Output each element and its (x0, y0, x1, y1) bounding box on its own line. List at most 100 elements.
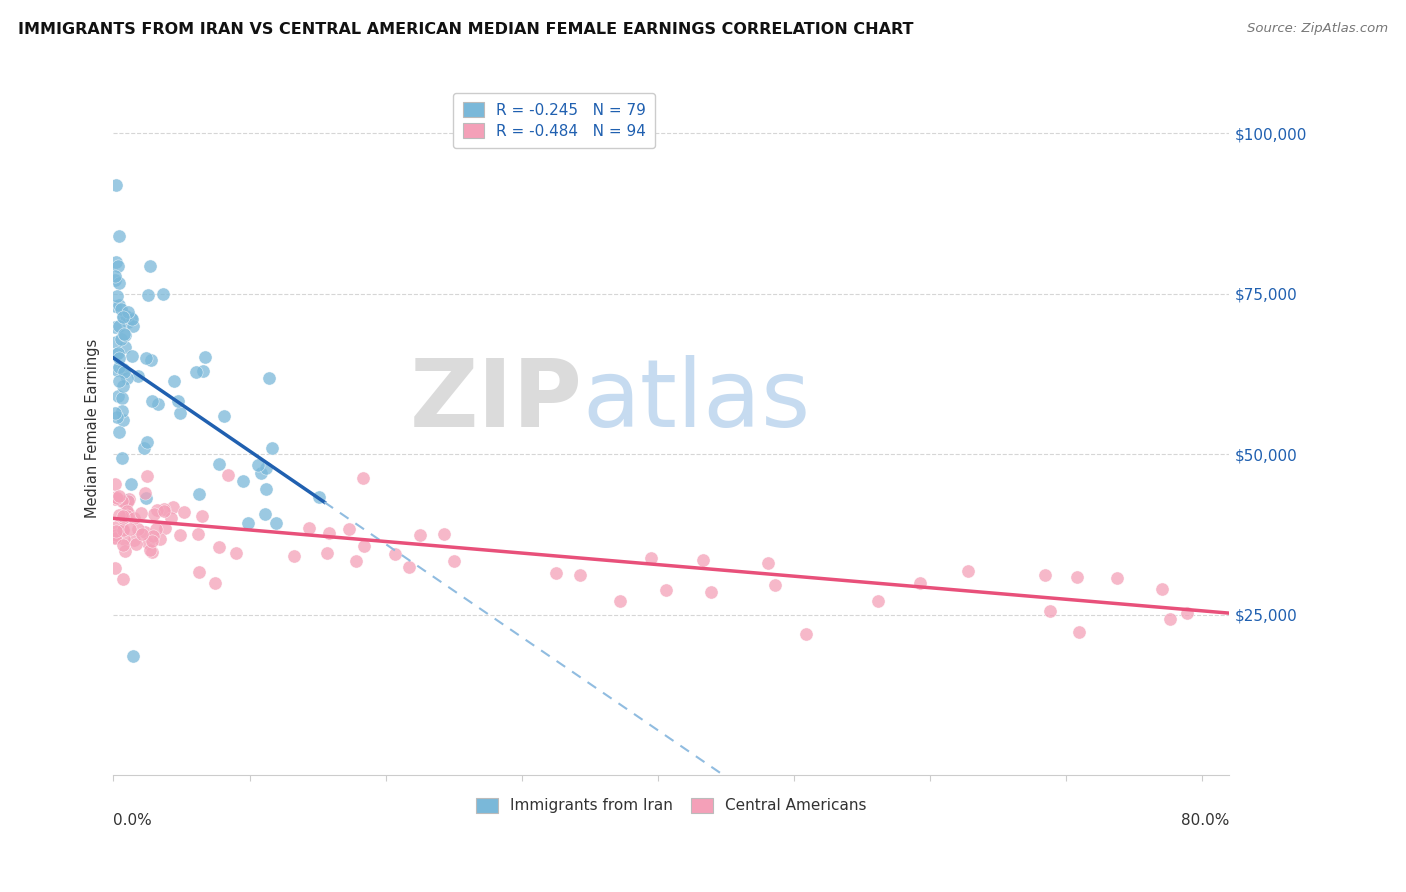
Point (763, 578, 786, 592)
Point (257, 370, 280, 384)
Point (114, 498, 136, 512)
Point (111, 309, 134, 323)
Point (298, 521, 321, 535)
Point (104, 519, 127, 533)
Point (117, 508, 139, 522)
Point (166, 393, 188, 408)
Point (187, 566, 209, 580)
Point (121, 319, 143, 334)
Point (105, 254, 128, 268)
Point (191, 508, 214, 523)
Point (141, 534, 163, 549)
Point (111, 391, 134, 405)
Point (108, 229, 131, 244)
Point (111, 413, 134, 427)
Point (105, 288, 128, 302)
Point (107, 346, 129, 360)
Point (104, 530, 127, 544)
Point (344, 554, 367, 568)
Point (110, 451, 132, 466)
Point (1033, 567, 1056, 582)
Point (111, 404, 134, 418)
Point (148, 397, 170, 411)
Point (139, 353, 162, 368)
Point (131, 527, 153, 541)
Point (1039, 604, 1062, 618)
Point (162, 500, 184, 514)
Point (141, 545, 163, 559)
Point (173, 504, 195, 518)
Point (756, 557, 779, 571)
Point (316, 547, 339, 561)
Point (115, 509, 138, 524)
Point (121, 349, 143, 363)
Point (142, 529, 165, 543)
Point (121, 649, 143, 664)
Point (184, 365, 207, 379)
Point (105, 409, 128, 424)
Point (134, 486, 156, 500)
Point (104, 477, 127, 491)
Point (112, 510, 135, 524)
Point (115, 309, 138, 323)
Point (110, 301, 132, 316)
Point (112, 310, 135, 325)
Point (204, 576, 226, 591)
Point (104, 524, 127, 539)
Point (152, 286, 174, 301)
Point (104, 273, 127, 287)
Point (254, 482, 277, 496)
Point (105, 491, 128, 505)
Point (1159, 612, 1181, 626)
Point (250, 466, 273, 480)
Point (254, 460, 277, 475)
Point (655, 582, 678, 597)
Point (111, 522, 134, 536)
Point (208, 457, 231, 471)
Point (139, 543, 162, 558)
Point (107, 259, 129, 273)
Point (115, 493, 138, 508)
Point (105, 347, 128, 361)
Point (794, 627, 817, 641)
Point (111, 538, 134, 552)
Point (135, 491, 157, 505)
Point (112, 532, 135, 546)
Point (136, 288, 159, 302)
Point (409, 528, 432, 542)
Point (104, 299, 127, 313)
Point (132, 442, 155, 456)
Point (115, 370, 138, 384)
Point (153, 521, 176, 535)
Point (122, 533, 145, 547)
Point (104, 334, 127, 349)
Point (236, 516, 259, 530)
Point (194, 350, 217, 364)
Point (108, 298, 131, 312)
Point (105, 363, 128, 377)
Point (433, 526, 456, 541)
Point (124, 511, 146, 525)
Point (117, 304, 139, 318)
Point (112, 365, 135, 379)
Point (217, 468, 239, 483)
Point (1150, 582, 1173, 596)
Point (127, 369, 149, 384)
Point (118, 491, 141, 506)
Point (214, 409, 236, 424)
Point (107, 351, 129, 366)
Point (232, 474, 254, 488)
Point (609, 594, 631, 608)
Text: ZIP: ZIP (409, 355, 582, 447)
Point (112, 508, 135, 523)
Point (114, 327, 136, 342)
Point (149, 533, 172, 547)
Point (108, 425, 131, 439)
Point (352, 471, 374, 485)
Point (908, 576, 931, 591)
Point (159, 511, 181, 525)
Point (121, 311, 143, 326)
Point (118, 522, 141, 536)
Point (260, 441, 283, 455)
Legend: Immigrants from Iran, Central Americans: Immigrants from Iran, Central Americans (471, 792, 873, 820)
